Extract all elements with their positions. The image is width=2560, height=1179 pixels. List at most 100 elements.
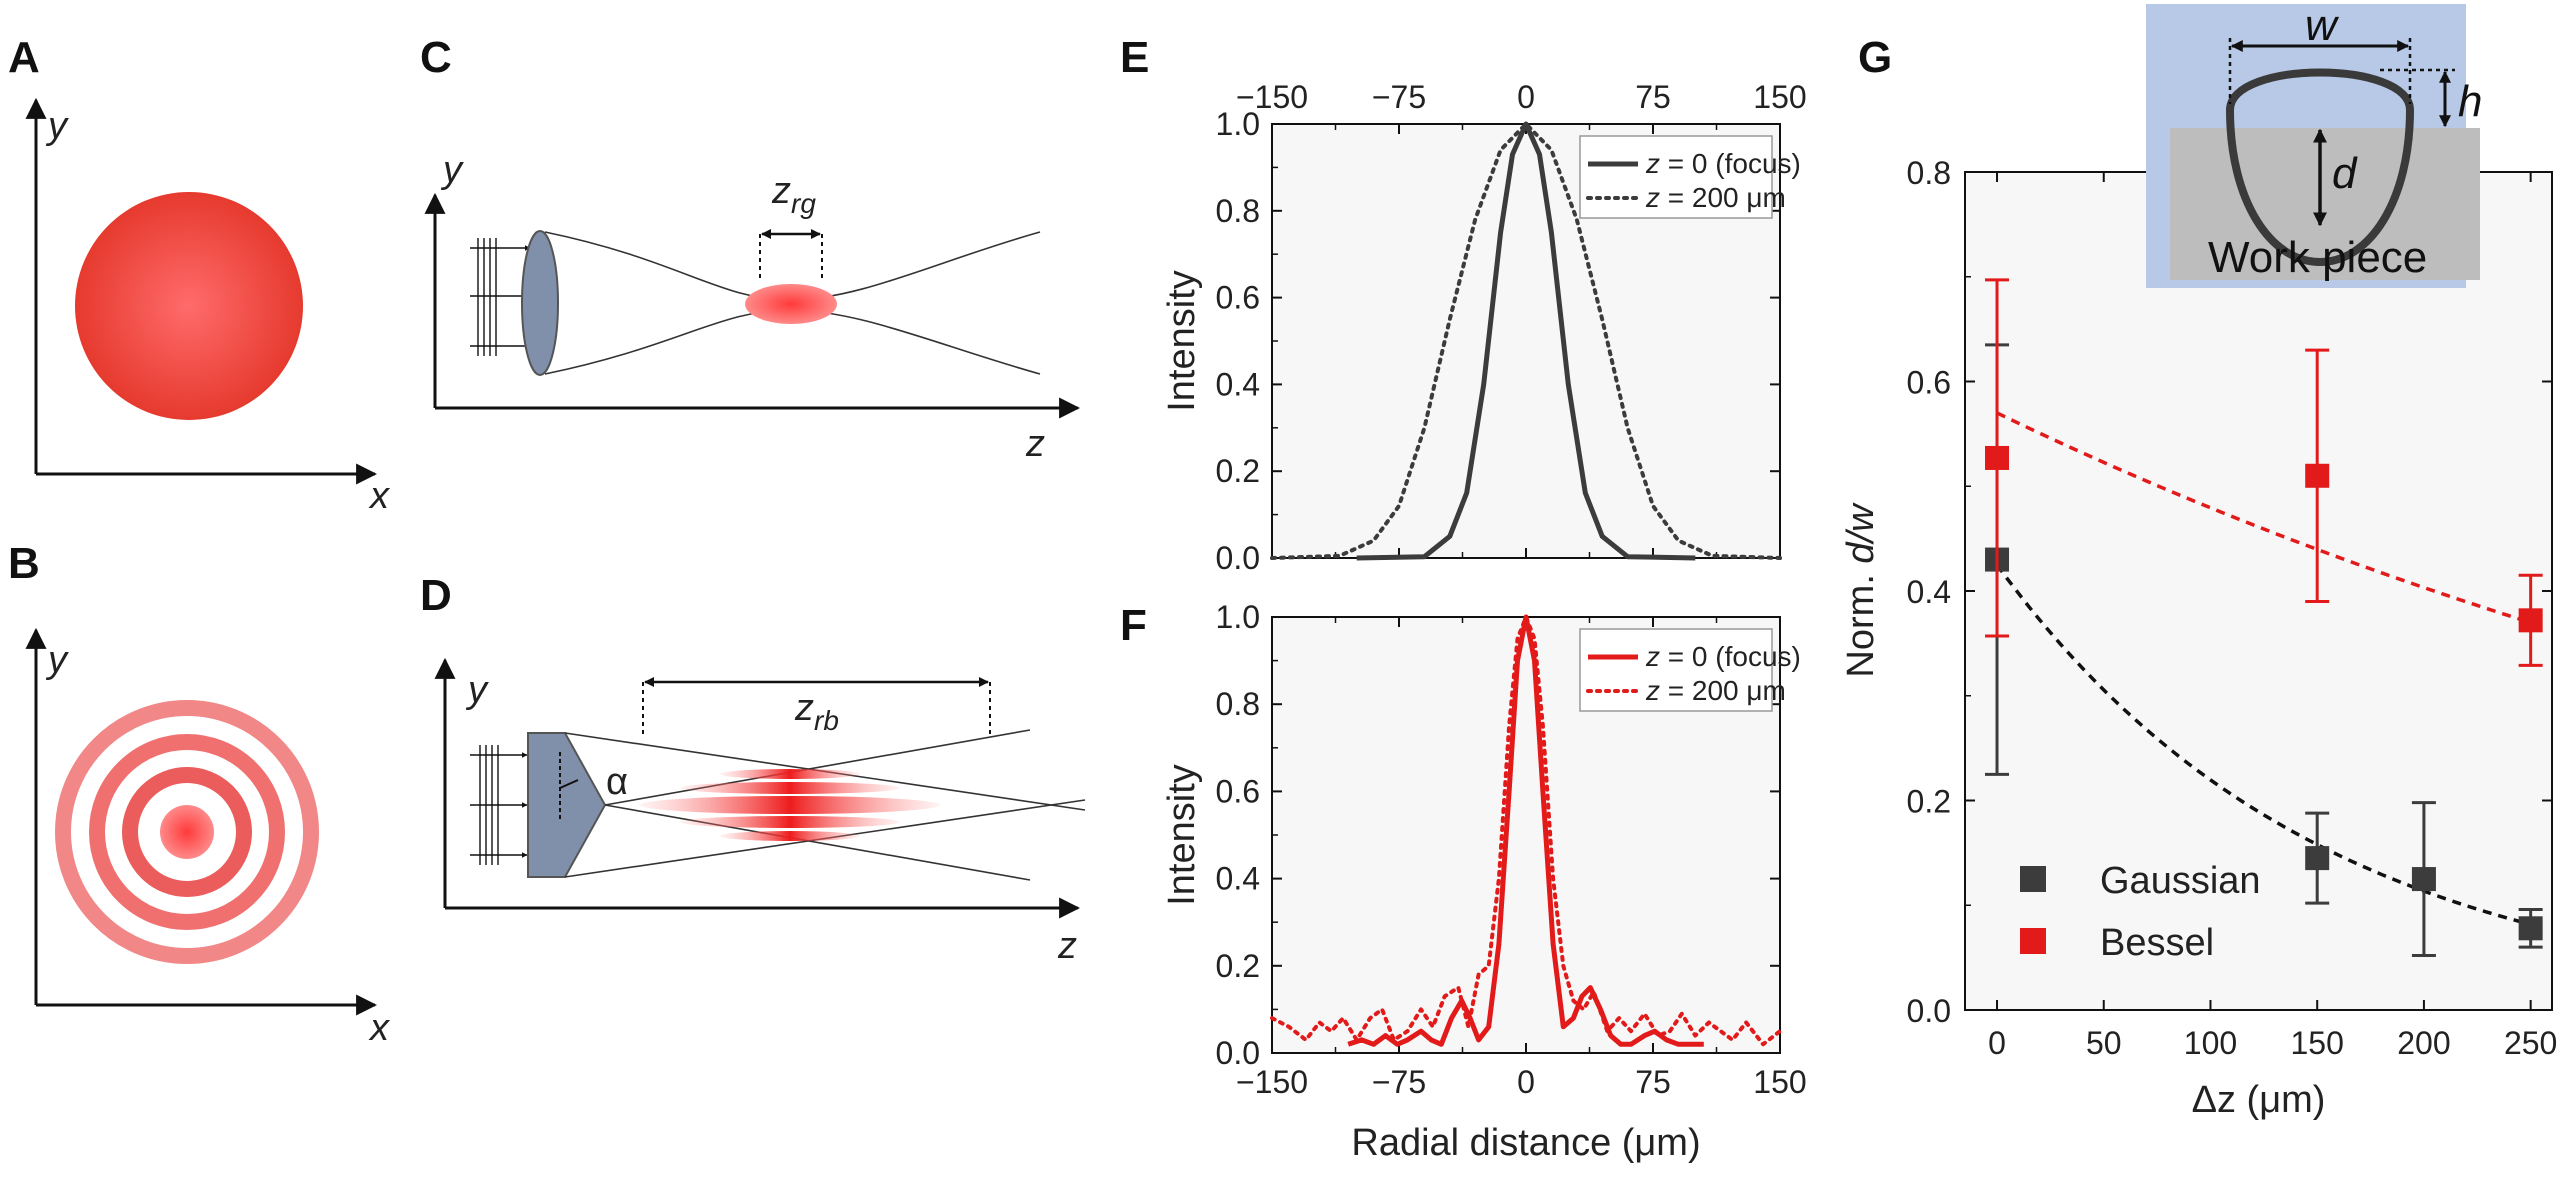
plot-f: F −150 −75 0 75 150 0.0 0.2 0.4 0.6 0.8 1.0 Intensi… [1120,599,1807,1164]
y-tick-label-E: 1.0 [1216,106,1260,142]
inset-workpiece-label: Work piece [2208,233,2427,282]
y-axis-label-F: Intensity [1161,764,1203,906]
y-tick-label-E: 0.8 [1216,193,1260,229]
x-tick-label-G: 100 [2184,1025,2237,1061]
x-tick-label-F: 0 [1517,1064,1535,1100]
fit-line-1 [1996,411,2532,625]
data-point-0 [2411,867,2436,892]
x-tick-label-G: 150 [2291,1025,2344,1061]
panel-d: D y z α zrb [420,571,1086,967]
panel-label-d: D [420,571,452,620]
legend-marker-G-1 [2020,928,2046,954]
y-tick-label-G: 0.0 [1907,993,1951,1029]
y-tick-label-F: 1.0 [1216,599,1260,635]
data-point-1 [1985,445,2010,470]
x-tick-label-G: 250 [2504,1025,2557,1061]
x-tick-label-E: −150 [1236,79,1308,115]
legend-label-E-1: z = 200 μm [1645,182,1786,213]
inset-d-label: d [2332,149,2358,198]
legend-label-G-1: Bessel [2100,922,2214,964]
series-line-E-1 [1270,122,1782,560]
x-tick-label-E: 150 [1753,79,1806,115]
y-tick-label-F: 0.2 [1216,948,1260,984]
panel-b: B y x [8,539,391,1049]
panel-label-c: C [420,33,452,82]
y-tick-label-G: 0.8 [1907,155,1951,191]
z-label-d: z [1057,925,1077,967]
inset-w-label: w [2305,1,2340,50]
legend-label-F-1: z = 200 μm [1645,675,1786,706]
x-label-a: x [368,475,391,517]
y-label-c: y [440,149,464,191]
panel-label-g: G [1858,33,1892,82]
x-axis-label-F: Radial distance (μm) [1351,1122,1700,1164]
y-tick-label-G: 0.4 [1907,574,1951,610]
x-tick-label-G: 50 [2086,1025,2122,1061]
z-label-c: z [1025,423,1045,465]
panel-c: C y z zrg [420,33,1081,465]
data-point-1 [2305,463,2330,488]
gaussian-spot-icon [75,192,303,420]
x-tick-label-F: −150 [1236,1064,1308,1100]
data-point-0 [2305,846,2330,871]
fit-line-0 [1995,563,2532,927]
x-tick-label-G: 200 [2397,1025,2450,1061]
y-tick-label-F: 0.0 [1216,1035,1260,1071]
y-axis-label-E: Intensity [1161,270,1203,412]
x-tick-label-F: 150 [1753,1064,1806,1100]
focal-spot-c [745,284,837,324]
plot-e: E −150 −75 0 75 150 0.0 0.2 0.4 0.6 0.8 1.0 Intensi… [1120,33,1807,576]
legend-E [1579,135,1773,219]
data-point-0 [2518,916,2543,941]
legend-label-F-0: z = 0 (focus) [1645,641,1801,672]
y-label-a: y [45,105,69,147]
x-tick-label-G: 0 [1988,1025,2006,1061]
y-label-d: y [465,669,489,711]
panel-label-e: E [1120,33,1149,82]
cone-angle-label: α [606,761,628,803]
plot-area-G [1964,171,2553,1011]
series-line-F-1 [1270,615,1782,1047]
legend-marker-G-0 [2020,866,2046,892]
rayleigh-range-label-c: zrg [771,170,816,219]
panel-label-f: F [1120,601,1147,650]
crater-profile-icon [2225,68,2415,267]
y-label-b: y [45,639,69,681]
legend-label-G-0: Gaussian [2100,860,2261,902]
x-tick-label-F: 75 [1635,1064,1671,1100]
crater-inset: w h d Work piece [2146,1,2482,288]
inset-h-label: h [2458,77,2482,126]
y-tick-label-E: 0.6 [1216,280,1260,316]
y-tick-label-G: 0.2 [1907,784,1951,820]
panel-a: A y x [8,33,391,517]
x-tick-label-F: −75 [1372,1064,1426,1100]
legend-label-E-0: z = 0 (focus) [1645,148,1801,179]
y-tick-label-E: 0.0 [1216,540,1260,576]
axicon-icon [527,732,607,878]
y-tick-label-E: 0.2 [1216,453,1260,489]
y-tick-label-F: 0.6 [1216,773,1260,809]
input-rays-c [470,238,531,356]
rayleigh-range-label-d: zrb [794,687,839,736]
y-tick-label-F: 0.8 [1216,686,1260,722]
panel-label-b: B [8,539,40,588]
x-label-b: x [368,1007,391,1049]
lens-icon [521,230,559,376]
x-tick-label-E: 75 [1635,79,1671,115]
input-rays-d [470,745,528,865]
y-axis-label-G: Norm. d/w [1840,502,1882,678]
panel-label-a: A [8,33,40,82]
x-tick-label-E: 0 [1517,79,1535,115]
bessel-rings-icon [55,700,319,964]
series-line-E-0 [1356,121,1696,561]
y-tick-label-F: 0.4 [1216,861,1260,897]
legend-F [1579,628,1773,712]
data-point-1 [2518,608,2543,633]
y-tick-label-E: 0.4 [1216,366,1260,402]
x-axis-label-G: Δz (μm) [2192,1079,2326,1121]
x-tick-label-E: −75 [1372,79,1426,115]
bessel-line-focus [640,796,940,814]
y-tick-label-G: 0.6 [1907,365,1951,401]
plot-g: G 0 50 100 150 200 250 0.0 0.2 0.4 0.6 0.8 Δz (μm) N… [1840,33,2557,1121]
